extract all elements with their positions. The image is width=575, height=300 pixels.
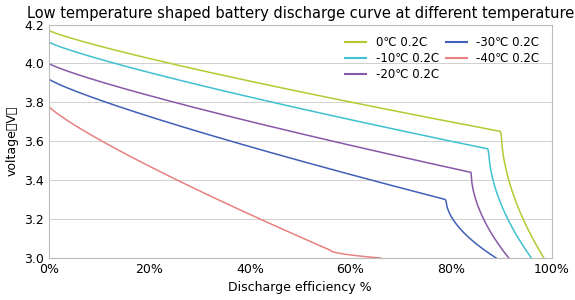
0℃ 0.2C xyxy=(281,87,288,90)
Line: -40℃ 0.2C: -40℃ 0.2C xyxy=(49,106,381,258)
0℃ 0.2C xyxy=(540,256,547,260)
-40℃ 0.2C xyxy=(45,104,52,108)
-10℃ 0.2C xyxy=(332,115,339,118)
-20℃ 0.2C xyxy=(267,124,274,128)
-20℃ 0.2C xyxy=(264,124,271,128)
0℃ 0.2C xyxy=(45,28,52,32)
0℃ 0.2C xyxy=(313,93,320,97)
-10℃ 0.2C xyxy=(528,256,535,260)
-20℃ 0.2C xyxy=(45,61,52,65)
0℃ 0.2C xyxy=(283,87,290,91)
-20℃ 0.2C xyxy=(423,160,430,164)
-10℃ 0.2C xyxy=(516,239,523,242)
-30℃ 0.2C xyxy=(260,149,267,152)
0℃ 0.2C xyxy=(528,236,535,239)
-40℃ 0.2C xyxy=(377,256,384,260)
-30℃ 0.2C xyxy=(45,77,52,81)
-30℃ 0.2C xyxy=(288,156,294,160)
Legend: 0℃ 0.2C, -10℃ 0.2C, -20℃ 0.2C, -30℃ 0.2C, -40℃ 0.2C: 0℃ 0.2C, -10℃ 0.2C, -20℃ 0.2C, -30℃ 0.2C… xyxy=(342,33,543,85)
-30℃ 0.2C xyxy=(482,249,489,253)
-20℃ 0.2C xyxy=(294,131,301,135)
0℃ 0.2C xyxy=(451,121,458,124)
-20℃ 0.2C xyxy=(319,137,326,141)
-40℃ 0.2C xyxy=(317,244,324,248)
Title: Low temperature shaped battery discharge curve at different temperature: Low temperature shaped battery discharge… xyxy=(26,6,574,21)
Line: -10℃ 0.2C: -10℃ 0.2C xyxy=(49,42,531,258)
-10℃ 0.2C xyxy=(441,138,448,142)
-40℃ 0.2C xyxy=(205,193,212,197)
-40℃ 0.2C xyxy=(243,211,250,214)
-40℃ 0.2C xyxy=(225,203,232,206)
-30℃ 0.2C xyxy=(258,148,264,152)
Line: -30℃ 0.2C: -30℃ 0.2C xyxy=(49,79,496,258)
-20℃ 0.2C xyxy=(494,241,501,245)
Line: 0℃ 0.2C: 0℃ 0.2C xyxy=(49,30,544,258)
-10℃ 0.2C xyxy=(278,102,285,106)
Y-axis label: voltage（V）: voltage（V） xyxy=(6,106,18,176)
0℃ 0.2C xyxy=(340,99,347,102)
-30℃ 0.2C xyxy=(412,190,419,194)
X-axis label: Discharge efficiency %: Discharge efficiency % xyxy=(228,281,372,294)
-40℃ 0.2C xyxy=(203,192,210,196)
-30℃ 0.2C xyxy=(312,163,319,167)
-10℃ 0.2C xyxy=(306,109,313,112)
-10℃ 0.2C xyxy=(45,40,52,44)
-30℃ 0.2C xyxy=(493,256,500,260)
Line: -20℃ 0.2C: -20℃ 0.2C xyxy=(49,63,509,258)
-20℃ 0.2C xyxy=(505,256,512,260)
-10℃ 0.2C xyxy=(275,102,282,105)
-40℃ 0.2C xyxy=(369,256,376,259)
